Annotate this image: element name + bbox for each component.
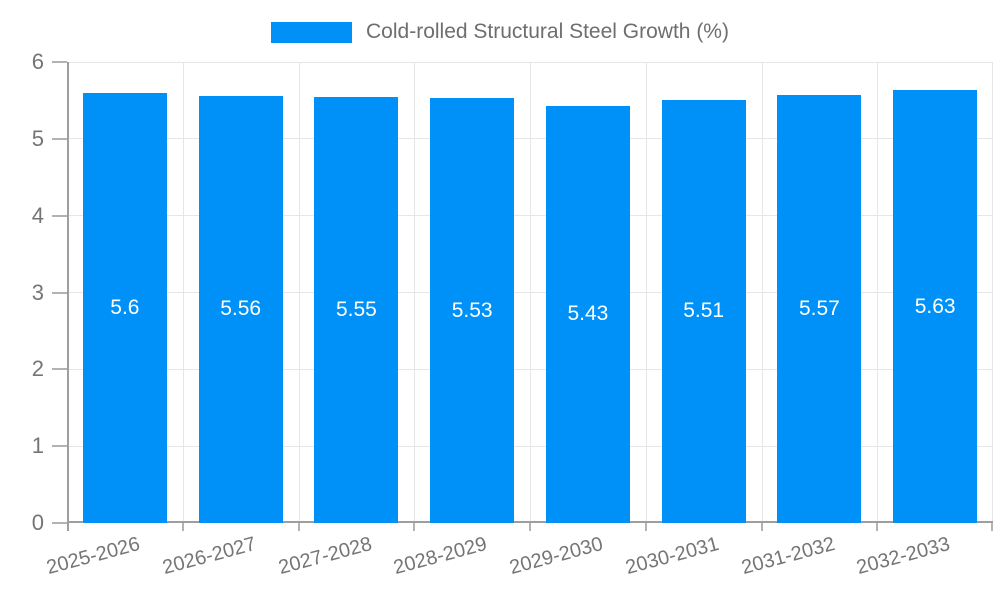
legend-label: Cold-rolled Structural Steel Growth (%) [366,20,729,43]
y-axis-tick [52,368,67,371]
y-axis-tick [52,522,67,524]
x-axis-line [67,521,993,523]
x-axis-tick-label: 2030-2031 [623,533,722,580]
bar-value-label: 5.6 [110,295,140,319]
x-axis-tick [760,523,763,531]
x-axis-tick [529,523,531,531]
x-axis-tick [181,523,184,531]
y-axis-tick-label: 6 [31,49,44,74]
y-axis-tick [52,291,67,294]
bar-value-label: 5.43 [567,302,609,326]
gridline-vertical [761,62,763,523]
x-axis-tick [644,523,647,531]
y-axis-tick-label: 1 [31,433,44,459]
bar-value-label: 5.51 [683,299,725,323]
x-axis-tick-label: 2032-2033 [854,533,953,580]
x-axis-tick-label: 2027-2028 [275,533,375,580]
gridline-vertical [877,62,879,523]
y-axis-tick [52,137,67,140]
y-axis-tick-label: 2 [31,356,44,382]
x-axis-tick [876,523,879,531]
bar [430,98,515,523]
bar [893,90,978,523]
x-axis-tick [297,523,300,531]
x-axis-tick [991,523,993,531]
y-axis-tick-label: 5 [31,125,44,151]
bar-value-label: 5.57 [798,297,840,321]
gridline-vertical [298,62,300,523]
bar [661,99,746,523]
y-axis-tick-label: 0 [31,510,44,535]
y-axis-line [67,62,69,531]
gridline-vertical [992,62,993,523]
y-axis-tick [52,445,67,448]
x-axis-tick-label: 2029-2030 [507,533,606,580]
x-axis-tick [413,523,416,531]
x-axis-tick-label: 2028-2029 [391,533,490,580]
legend-swatch-icon [271,21,353,43]
bar [545,105,630,523]
legend[interactable]: Cold-rolled Structural Steel Growth (%) [0,20,1000,44]
gridline-vertical [414,62,416,523]
bar-value-label: 5.63 [914,294,956,318]
plot-area: 0 1 2 3 4 5 6 5.6 2025-2026 5.56 2026-2027 5.55 2027… [32,51,993,579]
bar [777,95,862,523]
bar-value-label: 5.55 [335,297,377,321]
bar-value-label: 5.56 [220,297,262,321]
bar [314,96,399,523]
x-axis-tick-label: 2025-2026 [44,533,143,580]
y-axis-tick-label: 3 [31,279,44,305]
gridline-vertical [530,62,531,523]
bar [198,95,283,523]
bar [82,92,167,523]
y-axis-tick [52,61,67,63]
y-axis-tick-label: 4 [31,202,44,228]
x-axis-tick-label: 2026-2027 [160,533,259,580]
gridline-vertical [182,62,184,523]
gridline-vertical [645,62,647,523]
y-axis-tick [52,214,67,217]
bar-value-label: 5.53 [451,298,493,322]
x-axis-tick-label: 2031-2032 [738,533,838,580]
